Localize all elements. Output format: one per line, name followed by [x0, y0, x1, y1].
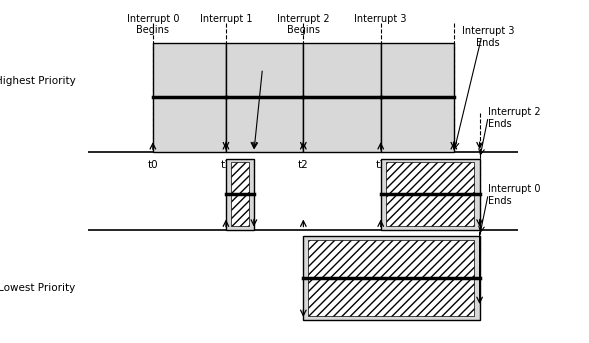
- Text: t0: t0: [147, 160, 158, 170]
- Bar: [231, 163, 249, 226]
- Text: Highest Priority: Highest Priority: [0, 76, 75, 86]
- Bar: [303, 236, 479, 320]
- Bar: [303, 43, 380, 152]
- Bar: [309, 240, 475, 316]
- Text: t1: t1: [220, 160, 231, 170]
- Text: Interrupt 3
Ends: Interrupt 3 Ends: [462, 26, 514, 48]
- Text: Interrupt 1
Ends: Interrupt 1 Ends: [236, 52, 289, 74]
- Bar: [386, 163, 475, 226]
- Text: Interrupt 1: Interrupt 1: [200, 13, 252, 24]
- Text: t2: t2: [298, 160, 309, 170]
- Text: t3: t3: [375, 160, 386, 170]
- Bar: [226, 43, 303, 152]
- Text: Lowest Priority: Lowest Priority: [0, 283, 75, 293]
- Bar: [226, 158, 254, 229]
- Bar: [380, 43, 454, 152]
- Bar: [380, 158, 479, 229]
- Bar: [153, 43, 226, 152]
- Text: Interrupt 3: Interrupt 3: [355, 13, 407, 24]
- Text: Interrupt 0
Begins: Interrupt 0 Begins: [127, 13, 179, 35]
- Text: Interrupt 0
Ends: Interrupt 0 Ends: [488, 185, 541, 206]
- Text: t4: t4: [448, 160, 459, 170]
- Text: Interrupt 2
Begins: Interrupt 2 Begins: [277, 13, 330, 35]
- Text: Interrupt 2
Ends: Interrupt 2 Ends: [488, 107, 541, 129]
